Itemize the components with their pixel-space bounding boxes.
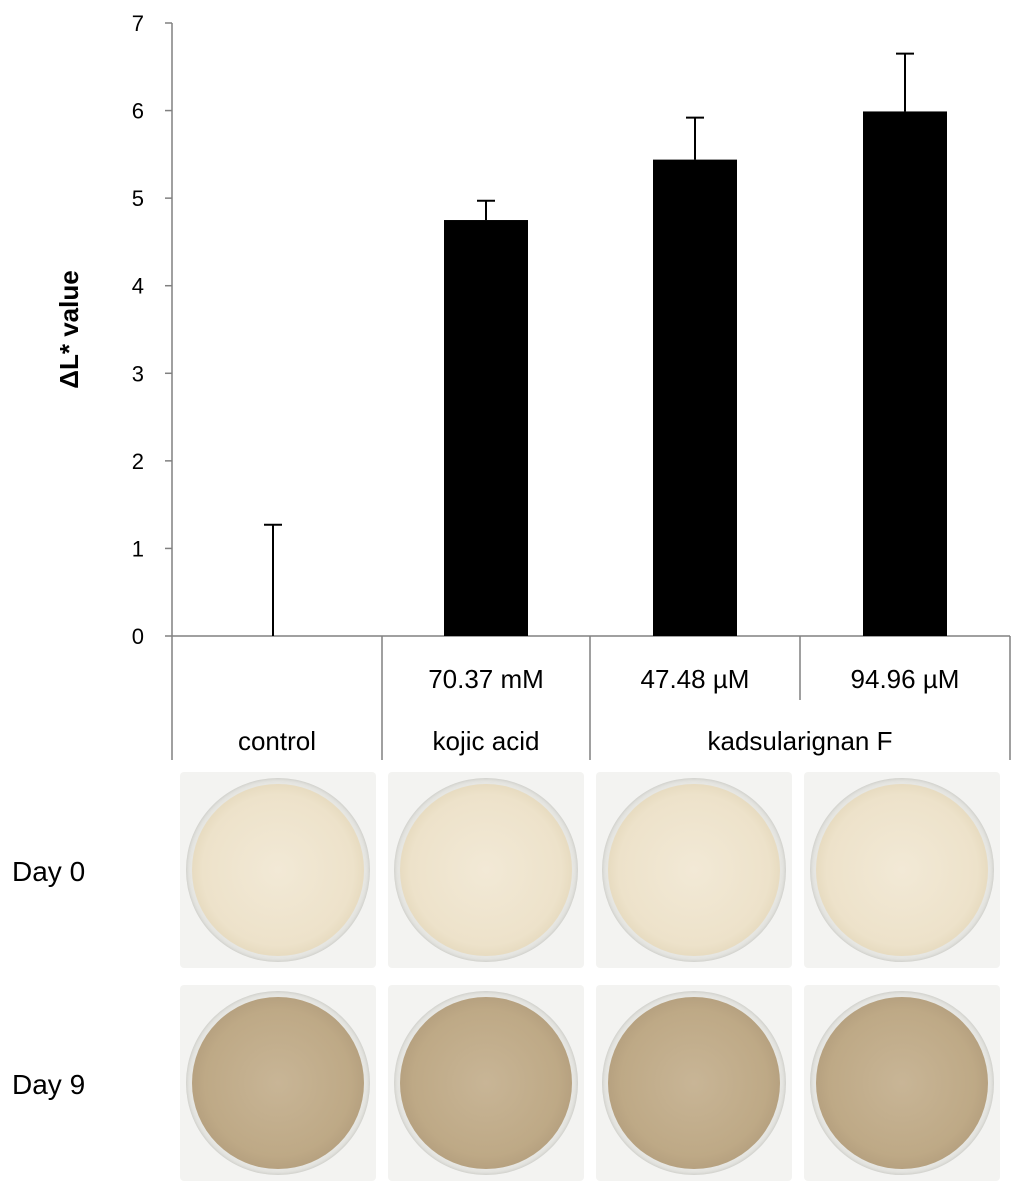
well-plate bbox=[816, 997, 988, 1169]
well-plate bbox=[400, 784, 572, 956]
bar bbox=[444, 220, 528, 637]
chart-labels: 70.37 mM 47.48 µM 94.96 µM control kojic aci… bbox=[238, 664, 959, 756]
chart-bars bbox=[264, 52, 947, 637]
culture-well-image bbox=[180, 772, 376, 968]
y-tick-label: 5 bbox=[132, 186, 144, 211]
well-plate bbox=[608, 784, 780, 956]
y-tick-label: 0 bbox=[132, 624, 144, 649]
well-plate bbox=[192, 784, 364, 956]
culture-well-image bbox=[388, 772, 584, 968]
concentration-label: 47.48 µM bbox=[641, 664, 750, 694]
culture-well-image bbox=[804, 985, 1000, 1181]
culture-well-image bbox=[596, 772, 792, 968]
culture-well-image bbox=[388, 985, 584, 1181]
y-tick-label: 2 bbox=[132, 449, 144, 474]
y-tick-label: 3 bbox=[132, 361, 144, 386]
well-plate bbox=[608, 997, 780, 1169]
category-label: control bbox=[238, 726, 316, 756]
well-plate bbox=[400, 997, 572, 1169]
row-label: Day 9 bbox=[12, 1069, 86, 1100]
well-plate bbox=[816, 784, 988, 956]
culture-well-image bbox=[596, 985, 792, 1181]
category-label: kadsularignan F bbox=[708, 726, 893, 756]
y-tick-label: 4 bbox=[132, 274, 144, 299]
y-axis-title: ΔL* value bbox=[54, 270, 84, 388]
row-label: Day 0 bbox=[12, 856, 86, 887]
culture-well-image bbox=[804, 772, 1000, 968]
concentration-label: 94.96 µM bbox=[851, 664, 960, 694]
well-plate bbox=[192, 997, 364, 1169]
y-tick-label: 6 bbox=[132, 99, 144, 124]
bar bbox=[863, 111, 947, 636]
chart-axes: 0 1 2 3 4 5 6 7 ΔL* value bbox=[54, 11, 1011, 760]
y-tick-label: 7 bbox=[132, 11, 144, 36]
y-tick-label: 1 bbox=[132, 536, 144, 561]
bar-chart: 0 1 2 3 4 5 6 7 ΔL* value 70.37 mM 47.48 µM 94.96 … bbox=[54, 11, 1011, 760]
culture-well-image bbox=[180, 985, 376, 1181]
category-label: kojic acid bbox=[433, 726, 540, 756]
concentration-label: 70.37 mM bbox=[428, 664, 544, 694]
bar bbox=[653, 159, 737, 636]
